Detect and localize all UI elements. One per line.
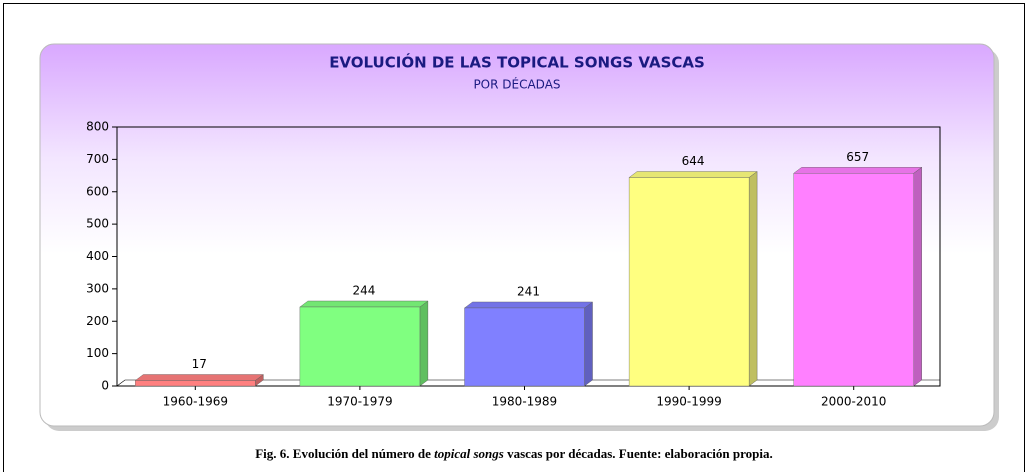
bar-top xyxy=(134,374,264,381)
y-tick-label: 400 xyxy=(86,249,109,263)
value-label: 657 xyxy=(846,150,869,164)
caption-text: Fig. 6. Evolución del número de xyxy=(255,446,434,461)
y-tick-label: 200 xyxy=(86,314,109,328)
value-label: 244 xyxy=(352,284,375,298)
bar-side xyxy=(913,166,922,387)
plot: 0 100 200 300 400 500 600 700 800 1960-1969 17 1970… xyxy=(86,120,941,409)
bar-side xyxy=(748,171,758,387)
y-tick-label: 500 xyxy=(86,217,109,231)
bar-top xyxy=(628,171,758,178)
x-tick-label: 1990-1999 xyxy=(656,395,721,409)
x-tick-label: 1980-1989 xyxy=(492,395,557,409)
y-tick-label: 600 xyxy=(86,184,109,198)
bar xyxy=(135,380,256,387)
bar xyxy=(299,306,421,387)
bar-top xyxy=(299,300,429,308)
chart-title: EVOLUCIÓN DE LAS TOPICAL SONGS VASCAS xyxy=(329,53,705,72)
bar-top xyxy=(793,167,923,174)
caption-text: vascas por décadas. Fuente: elaboración … xyxy=(504,446,773,461)
y-tick-label: 800 xyxy=(86,120,109,134)
y-tick-label: 700 xyxy=(86,152,109,166)
bar-side xyxy=(419,300,429,387)
bar xyxy=(464,307,585,387)
value-label: 241 xyxy=(517,284,540,298)
y-tick-label: 300 xyxy=(86,281,109,295)
y-tick-label: 0 xyxy=(101,379,109,393)
bar-top xyxy=(463,301,594,309)
x-tick-label: 2000-2010 xyxy=(821,395,886,409)
bar xyxy=(793,173,914,387)
x-tick-label: 1960-1969 xyxy=(163,395,228,409)
y-tick-label: 100 xyxy=(86,346,109,360)
bar xyxy=(628,177,750,387)
x-tick-label: 1970-1979 xyxy=(327,395,392,409)
value-label: 17 xyxy=(192,357,207,371)
chart-subtitle: POR DÉCADAS xyxy=(473,77,560,92)
bar-side xyxy=(584,301,593,387)
value-label: 644 xyxy=(682,154,705,168)
caption: Fig. 6. Evolución del número de topical … xyxy=(255,446,773,461)
caption-emphasis: topical songs xyxy=(434,446,504,461)
